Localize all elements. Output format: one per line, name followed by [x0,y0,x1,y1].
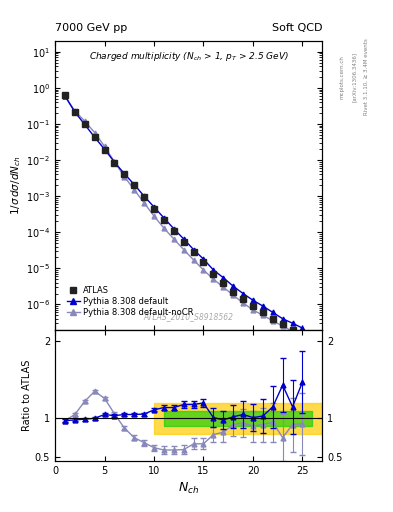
Text: ATLAS_2010_S8918562: ATLAS_2010_S8918562 [143,312,234,321]
Text: Soft QCD: Soft QCD [272,23,322,33]
Text: [arXiv:1306.3436]: [arXiv:1306.3436] [352,52,357,102]
Legend: ATLAS, Pythia 8.308 default, Pythia 8.308 default-noCR: ATLAS, Pythia 8.308 default, Pythia 8.30… [64,284,196,319]
Y-axis label: Ratio to ATLAS: Ratio to ATLAS [22,359,32,431]
Text: Rivet 3.1.10, ≥ 3.4M events: Rivet 3.1.10, ≥ 3.4M events [364,38,369,115]
X-axis label: $N_{ch}$: $N_{ch}$ [178,481,199,496]
Y-axis label: $1/\sigma\,d\sigma/dN_{ch}$: $1/\sigma\,d\sigma/dN_{ch}$ [9,156,23,215]
Text: Charged multiplicity ($N_{ch}$ > 1, $p_T$ > 2.5 GeV): Charged multiplicity ($N_{ch}$ > 1, $p_T… [88,50,289,62]
Text: 7000 GeV pp: 7000 GeV pp [55,23,127,33]
Text: mcplots.cern.ch: mcplots.cern.ch [340,55,345,99]
